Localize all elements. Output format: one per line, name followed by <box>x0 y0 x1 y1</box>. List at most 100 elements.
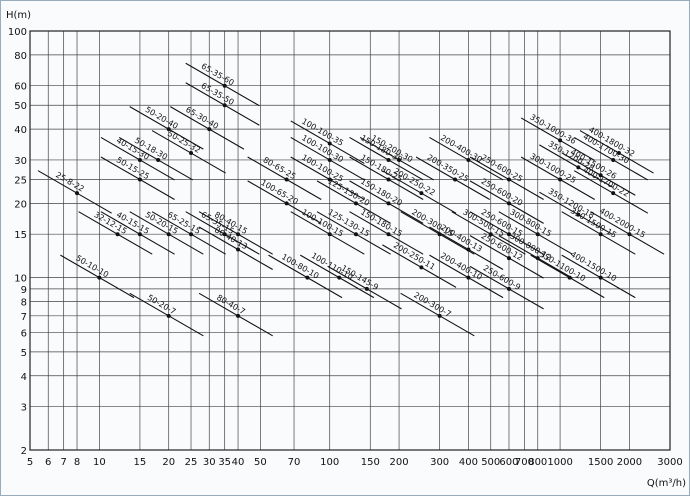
pump-curve <box>498 211 573 255</box>
x-axis-label: Q(m³/h) <box>647 478 686 489</box>
rated-point <box>397 157 402 162</box>
pump-curve <box>198 226 273 270</box>
x-tick-label: 200 <box>390 457 409 468</box>
pump-curve <box>400 292 475 337</box>
y-tick-label: 5 <box>21 348 27 359</box>
pump-curve <box>382 244 457 288</box>
pump-curve <box>579 130 654 174</box>
rated-point <box>576 165 581 170</box>
pump-curve <box>349 156 424 200</box>
pump-curve <box>300 254 375 299</box>
rated-point <box>137 232 142 237</box>
pump-curve <box>469 235 544 279</box>
pump-curve <box>290 120 365 164</box>
rated-point <box>222 232 227 237</box>
y-tick-label: 8 <box>21 298 27 309</box>
pump-curve <box>469 156 544 200</box>
x-tick-label: 600 <box>499 457 518 468</box>
x-tick-label: 800 <box>528 457 547 468</box>
rated-point <box>437 313 442 318</box>
pump-curve <box>561 152 636 196</box>
x-tick-label: 7 <box>60 457 66 468</box>
rated-point <box>627 232 632 237</box>
pump-curve <box>185 82 260 126</box>
rated-point <box>386 157 391 162</box>
pump-curve <box>349 180 424 224</box>
pump-curve <box>539 191 614 236</box>
pump-curve <box>327 265 402 310</box>
rated-point <box>115 232 120 237</box>
pump-curve <box>429 226 504 270</box>
plot-border <box>29 30 671 451</box>
pump-curve <box>290 136 365 181</box>
rated-point <box>284 177 289 182</box>
pump-curve <box>530 254 605 299</box>
rated-point <box>327 232 332 237</box>
x-tick-label: 20 <box>162 457 175 468</box>
x-tick-label: 6 <box>45 457 51 468</box>
pump-curve <box>129 211 204 255</box>
pump-curve <box>451 211 526 255</box>
y-tick-label: 60 <box>14 82 27 93</box>
pump-curve <box>316 211 391 255</box>
rated-point <box>222 103 227 108</box>
pump-curve <box>561 254 636 299</box>
pump-curve <box>37 170 112 214</box>
rated-point <box>386 177 391 182</box>
rated-point <box>166 313 171 318</box>
pump-curve <box>100 136 175 181</box>
rated-point <box>611 157 616 162</box>
rated-point <box>156 157 161 162</box>
rated-point <box>506 177 511 182</box>
pump-curve <box>185 62 260 107</box>
rated-point <box>337 275 342 280</box>
pump-curve <box>151 130 226 174</box>
pump-curve <box>100 156 175 200</box>
rated-point <box>207 127 212 132</box>
rated-point <box>567 275 572 280</box>
rated-point <box>419 191 424 196</box>
x-tick-label: 100 <box>320 457 339 468</box>
pump-curve <box>129 106 204 150</box>
rated-point <box>558 138 563 143</box>
rated-point <box>506 286 511 291</box>
x-tick-label: 40 <box>232 457 245 468</box>
pump-curve <box>469 211 544 255</box>
rated-point <box>386 201 391 206</box>
rated-point <box>611 191 616 196</box>
pump-curve <box>359 136 434 181</box>
pump-curve <box>316 180 391 224</box>
rated-point <box>419 265 424 270</box>
y-tick-label: 6 <box>21 328 27 339</box>
x-tick-label: 1000 <box>547 457 572 468</box>
x-tick-label: 35 <box>218 457 231 468</box>
rated-point <box>488 232 493 237</box>
rated-point <box>598 173 603 178</box>
pump-curve <box>400 211 475 255</box>
rated-point <box>97 275 102 280</box>
y-tick-label: 25 <box>14 175 27 186</box>
pump-curve <box>349 136 424 181</box>
rated-point <box>189 232 194 237</box>
rated-point <box>506 232 511 237</box>
pump-curve <box>198 292 273 337</box>
pump-curve <box>170 106 245 150</box>
y-axis-label: H(m) <box>6 10 31 21</box>
x-tick-label: 70 <box>288 457 301 468</box>
y-tick-label: 2 <box>21 446 27 457</box>
x-tick-label: 400 <box>459 457 478 468</box>
pump-curve <box>429 136 504 181</box>
rated-point <box>506 201 511 206</box>
rated-point <box>364 286 369 291</box>
rated-point <box>353 201 358 206</box>
pump-curve <box>151 211 226 255</box>
rated-point <box>506 256 511 261</box>
x-tick-label: 15 <box>134 457 147 468</box>
pump-curve <box>561 211 636 255</box>
rated-point <box>466 275 471 280</box>
rated-point <box>75 191 80 196</box>
pump-curve <box>290 211 365 255</box>
rated-point <box>137 157 142 162</box>
rated-point <box>137 177 142 182</box>
